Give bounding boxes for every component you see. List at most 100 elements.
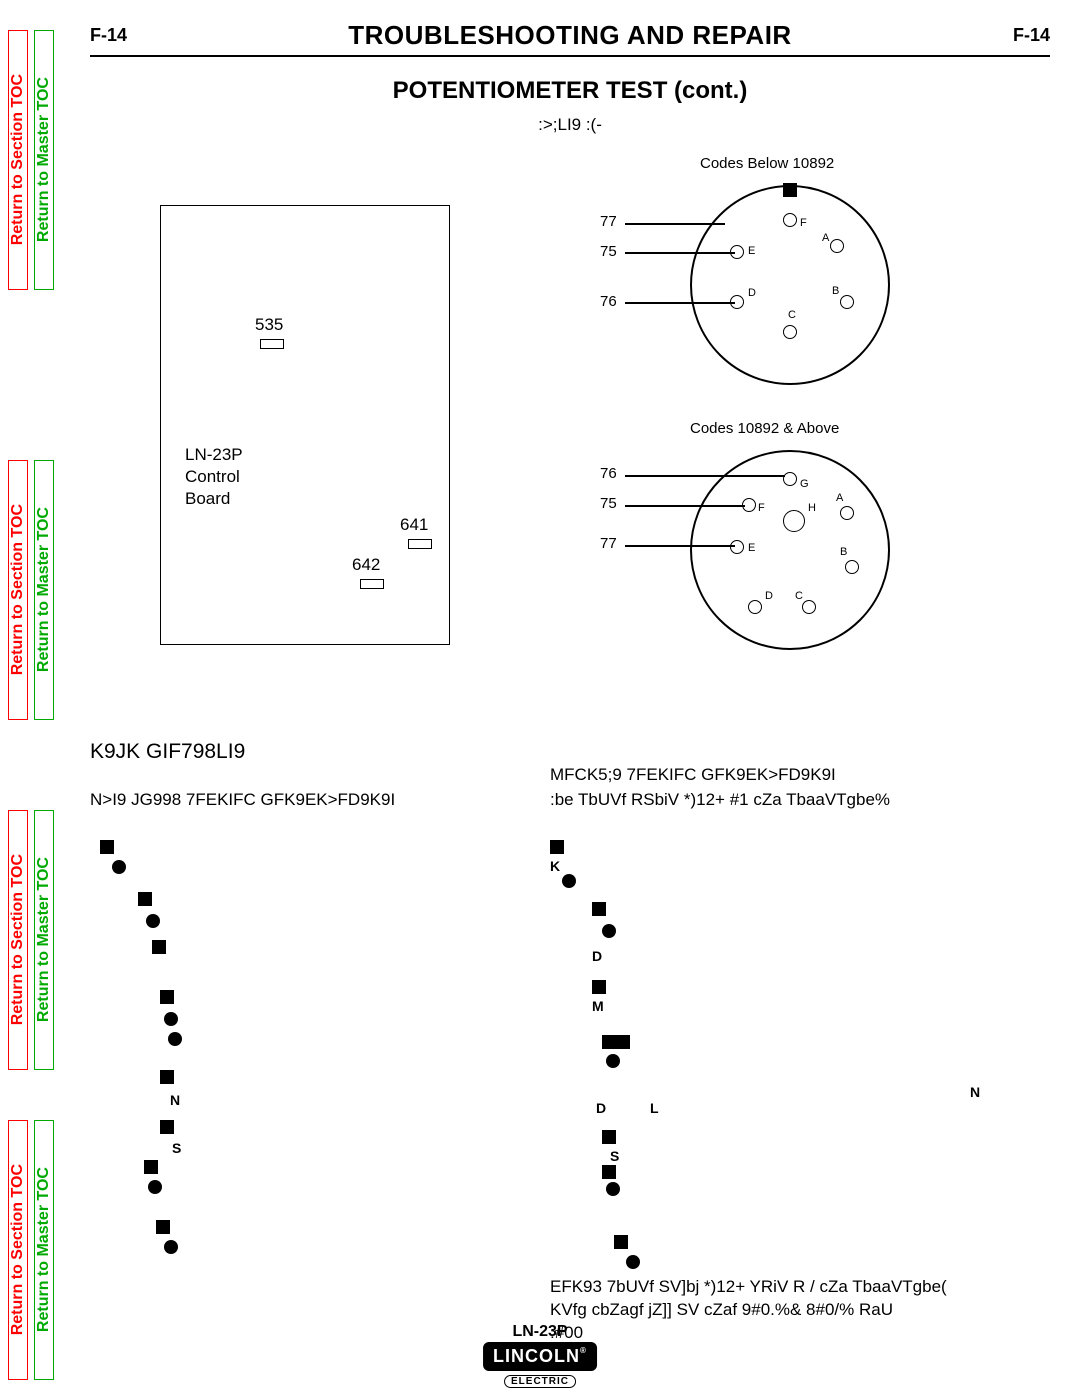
pin-letter-a: A	[822, 232, 829, 244]
pin-letter-a-b: A	[836, 492, 843, 504]
lead-line	[625, 475, 785, 477]
pin-641-box	[408, 539, 432, 549]
artifact-glyph	[616, 1035, 630, 1049]
toc-section-link-1[interactable]: Return to Section TOC	[8, 30, 28, 290]
artifact-letter: K	[550, 858, 560, 874]
pin-642-label: 642	[352, 555, 380, 575]
lead-75-bot: 75	[600, 495, 617, 512]
pin-letter-h: H	[808, 502, 816, 514]
toc-master-link-4[interactable]: Return to Master TOC	[34, 1120, 54, 1380]
left-column-text: N>I9 JG998 7FEKIFC GFK9EK>FD9K9I	[90, 790, 395, 810]
toc-section-link-4[interactable]: Return to Section TOC	[8, 1120, 28, 1380]
artifact-letter: N	[170, 1092, 180, 1108]
logo-bottom-text: ELECTRIC	[504, 1375, 576, 1388]
artifact-glyph	[602, 1130, 616, 1144]
figure-label: :>;LI9 :(-	[90, 115, 1050, 135]
pin-letter-f-b: F	[758, 502, 765, 514]
artifact-glyph	[164, 1240, 178, 1254]
artifact-glyph	[112, 860, 126, 874]
page-number-left: F-14	[90, 25, 127, 46]
pin-c	[783, 325, 797, 339]
pin-letter-e: E	[748, 245, 755, 257]
toc-sidebar: Return to Section TOC Return to Master T…	[0, 0, 80, 1397]
pin-letter-b: B	[832, 285, 839, 297]
page-header: F-14 TROUBLESHOOTING AND REPAIR F-14	[90, 20, 1050, 57]
board-label-1: LN-23P	[185, 445, 243, 465]
lead-76-bot: 76	[600, 465, 617, 482]
pin-a	[830, 239, 844, 253]
artifact-glyph	[614, 1235, 628, 1249]
artifact-letter: S	[610, 1148, 619, 1164]
pin-letter-d-b: D	[765, 590, 773, 602]
artifact-glyph	[160, 990, 174, 1004]
toc-section-label: Return to Section TOC	[9, 504, 27, 675]
toc-section-link-3[interactable]: Return to Section TOC	[8, 810, 28, 1070]
artifact-glyph	[602, 1165, 616, 1179]
control-board-box	[160, 205, 450, 645]
lead-line	[625, 252, 735, 254]
toc-master-label: Return to Master TOC	[35, 857, 53, 1022]
lead-line	[625, 545, 735, 547]
pin-letter-c: C	[788, 309, 796, 321]
artifact-glyph	[156, 1220, 170, 1234]
artifact-glyph	[602, 1035, 616, 1049]
artifact-letter: D	[592, 948, 602, 964]
artifact-glyph	[146, 914, 160, 928]
toc-section-link-2[interactable]: Return to Section TOC	[8, 460, 28, 720]
diagram-area: LN-23P Control Board 535 641 642 Codes B…	[90, 155, 1050, 735]
artifact-glyph	[160, 1120, 174, 1134]
lead-line	[625, 223, 725, 225]
page-number-right: F-14	[1013, 25, 1050, 46]
section-subtitle: POTENTIOMETER TEST (cont.)	[90, 77, 1050, 105]
right-column-text-1: MFCK5;9 7FEKIFC GFK9EK>FD9K9I	[550, 765, 836, 785]
artifact-letter: M	[592, 998, 604, 1014]
toc-master-label: Return to Master TOC	[35, 1167, 53, 1332]
board-label-2: Control	[185, 467, 240, 487]
artifact-glyph	[164, 1012, 178, 1026]
toc-master-label: Return to Master TOC	[35, 77, 53, 242]
connector-top-label: Codes Below 10892	[700, 155, 834, 172]
artifact-letter: L	[650, 1100, 659, 1116]
pin-letter-d: D	[748, 287, 756, 299]
test-procedure-heading: K9JK GIF798LI9	[90, 740, 245, 764]
connector-bottom-label: Codes 10892 & Above	[690, 420, 839, 437]
right-column-text-2: :be TbUVf RSbiV *)12+ #1 cZa TbaaVTgbe%	[550, 790, 890, 810]
connector-bottom: G H A B C D E F	[690, 450, 890, 650]
artifact-letter: D	[596, 1100, 606, 1116]
pin-letter-b-b: B	[840, 546, 847, 558]
artifact-letter: S	[172, 1140, 181, 1156]
toc-section-label: Return to Section TOC	[9, 74, 27, 245]
page-title: TROUBLESHOOTING AND REPAIR	[348, 20, 791, 51]
artifact-letter: N	[970, 1084, 980, 1100]
artifact-glyph	[626, 1255, 640, 1269]
connector-top: F A B C D E	[690, 185, 890, 385]
toc-master-link-3[interactable]: Return to Master TOC	[34, 810, 54, 1070]
board-label-3: Board	[185, 489, 230, 509]
artifact-glyph	[606, 1182, 620, 1196]
lead-line	[625, 302, 735, 304]
page-content: F-14 TROUBLESHOOTING AND REPAIR F-14 POT…	[90, 20, 1050, 735]
artifact-area: N S K D M N D L S	[90, 840, 1050, 1290]
lead-77-top: 77	[600, 213, 617, 230]
brand-logo: LINCOLN® ELECTRIC	[483, 1342, 597, 1389]
footer-model: LN-23P	[512, 1323, 567, 1341]
toc-section-label: Return to Section TOC	[9, 854, 27, 1025]
pin-letter-c-b: C	[795, 590, 803, 602]
pin-f	[783, 213, 797, 227]
pin-c-b	[802, 600, 816, 614]
artifact-glyph	[100, 840, 114, 854]
pin-641-label: 641	[400, 515, 428, 535]
artifact-glyph	[152, 940, 166, 954]
toc-master-link-1[interactable]: Return to Master TOC	[34, 30, 54, 290]
lead-77-bot: 77	[600, 535, 617, 552]
toc-master-link-2[interactable]: Return to Master TOC	[34, 460, 54, 720]
artifact-glyph	[592, 980, 606, 994]
pin-d-b	[748, 600, 762, 614]
pin-b-b	[845, 560, 859, 574]
artifact-glyph	[562, 874, 576, 888]
artifact-glyph	[550, 840, 564, 854]
artifact-glyph	[138, 892, 152, 906]
artifact-glyph	[592, 902, 606, 916]
pin-b	[840, 295, 854, 309]
toc-master-label: Return to Master TOC	[35, 507, 53, 672]
